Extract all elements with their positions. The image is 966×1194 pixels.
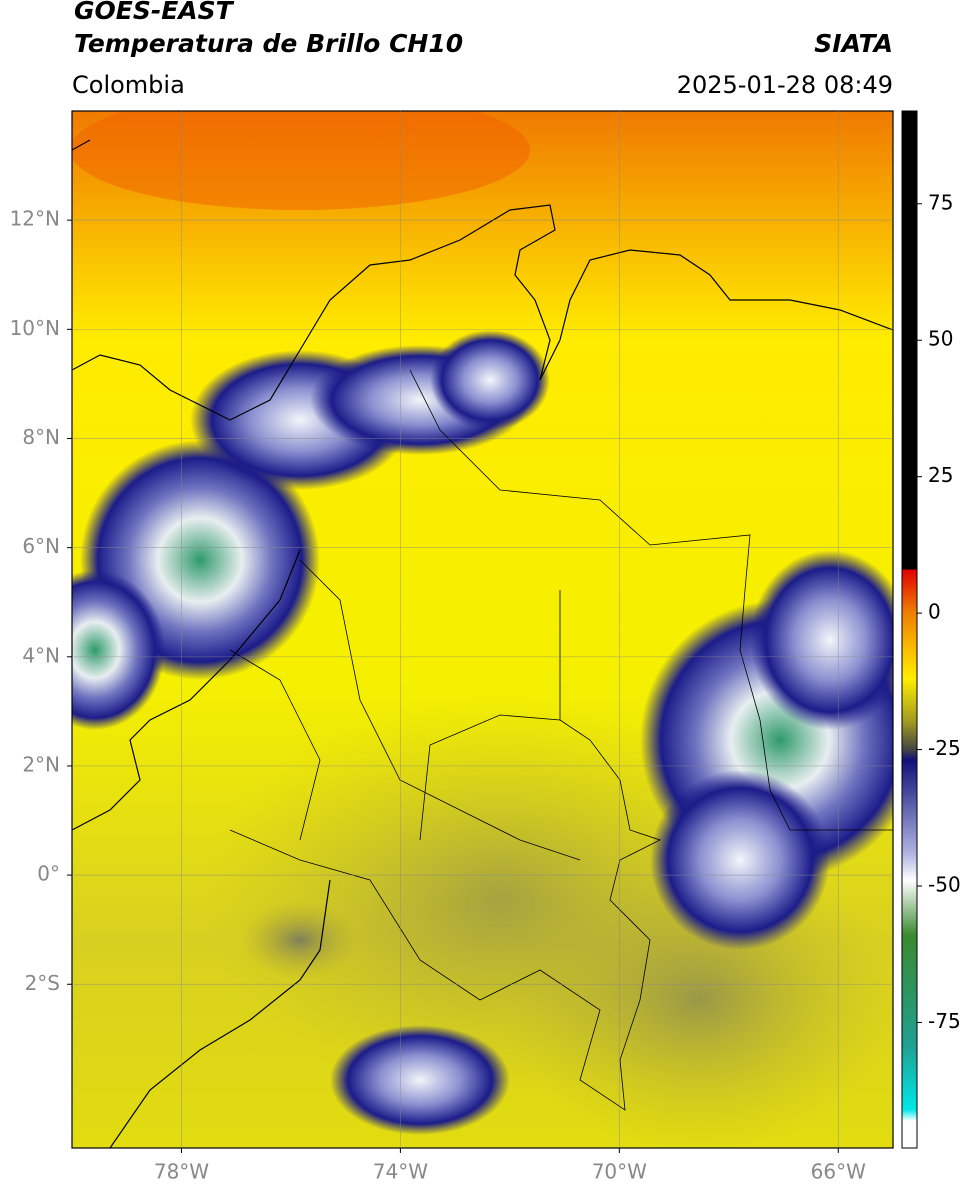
lon-tick-label: 66°W xyxy=(811,1160,866,1184)
source: SIATA xyxy=(814,29,893,58)
region: Colombia xyxy=(72,71,185,99)
lat-tick-label: 12°N xyxy=(10,207,60,231)
lat-tick-label: 0° xyxy=(37,862,60,886)
lon-tick-label: 78°W xyxy=(154,1160,209,1184)
subtitle: Temperatura de Brillo CH10 xyxy=(74,29,463,58)
colorbar-tick-label: 75 xyxy=(928,190,953,214)
lat-tick-label: 2°S xyxy=(25,971,60,995)
colorbar-tick-label: 50 xyxy=(928,327,953,351)
satellite-image xyxy=(72,111,893,1148)
lat-tick-label: 6°N xyxy=(22,534,60,558)
datetime: 2025-01-28 08:49 xyxy=(677,71,893,99)
lat-tick-label: 8°N xyxy=(22,425,60,449)
lon-tick-label: 70°W xyxy=(592,1160,647,1184)
lat-tick-label: 10°N xyxy=(10,316,60,340)
colorbar-tick-label: -25 xyxy=(928,736,961,760)
colorbar-tick-label: 25 xyxy=(928,463,953,487)
colorbar-tick-label: -50 xyxy=(928,873,961,897)
colorbar-tick-label: 0 xyxy=(928,600,941,624)
lon-tick-label: 74°W xyxy=(373,1160,428,1184)
map-frame xyxy=(71,110,894,1149)
colorbar xyxy=(901,110,918,1149)
lat-tick-label: 2°N xyxy=(22,752,60,776)
colorbar-tick-label: -75 xyxy=(928,1009,961,1033)
title: GOES-EAST xyxy=(74,0,235,25)
lat-tick-label: 4°N xyxy=(22,643,60,667)
